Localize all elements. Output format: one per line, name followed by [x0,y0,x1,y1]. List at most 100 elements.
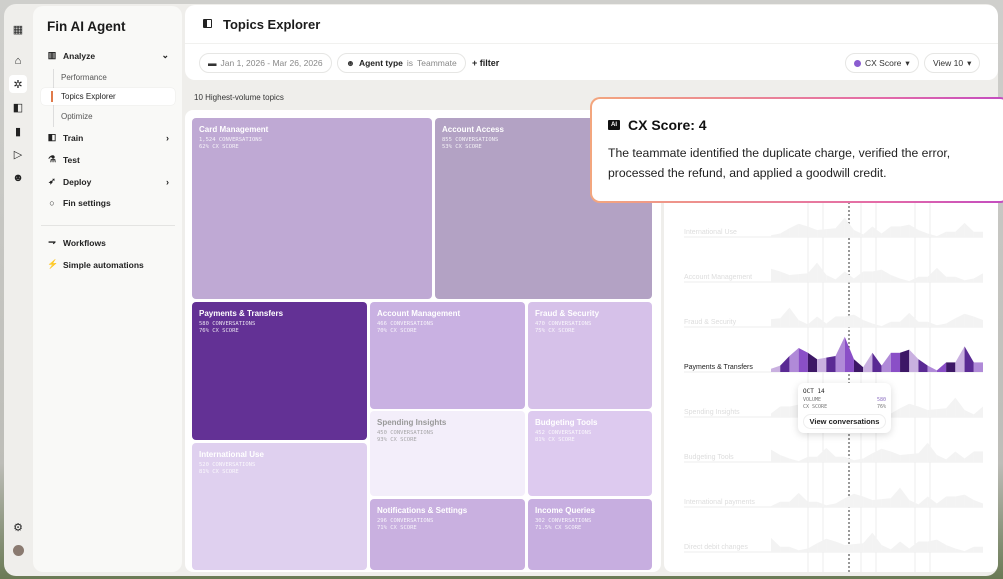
outbound-icon[interactable]: ▷ [13,148,23,161]
label: Workflows [63,237,106,248]
sidebar-item-topics-explorer[interactable]: Topics Explorer [41,88,175,105]
sparkline-segment [826,356,836,372]
treemap-tile[interactable]: Notifications & Settings 296 CONVERSATION… [370,499,525,570]
sparkline-segment [936,362,947,372]
label: Deploy [63,176,92,187]
view-count-select[interactable]: View 10 ▾ [924,53,981,73]
sparkline-segment [780,356,790,372]
sparkline-segment [918,442,928,462]
trend-row-label[interactable]: International Use [684,229,737,236]
sparkline-segment [853,229,864,237]
sidebar-item-fin-settings[interactable]: ○ Fin settings [47,198,169,208]
caret-down-icon: ▾ [967,57,972,68]
sparkline-segment [900,487,910,507]
knowledge-icon[interactable]: ◧ [12,101,24,114]
inbox-icon[interactable]: ⌂ [14,55,22,67]
divider [41,225,175,226]
tooltip-score: 76% [876,404,886,410]
sparkline-segment [844,544,854,552]
date-range-value: Jan 1, 2026 - Mar 26, 2026 [220,58,323,68]
sparkline-segment [881,544,891,552]
trend-row-label[interactable]: Fraud & Security [684,319,737,326]
sidebar-item-workflows[interactable]: ⇁ Workflows [47,237,169,248]
sparkline-segment [798,548,808,552]
trend-row-label[interactable]: Account Management [684,274,752,281]
intercom-logo-icon[interactable]: ▦ [12,23,24,36]
sparkline-segment [771,501,781,507]
label: Fin settings [63,198,111,208]
sparkline-segment [844,314,854,327]
tile-score: 62% CX SCORE [199,144,239,150]
fin-icon[interactable]: ✲ [9,75,27,93]
trend-row-label[interactable]: Payments & Transfers [684,364,753,371]
add-filter-button[interactable]: + filter [472,58,500,68]
agent-type-filter[interactable]: ☻ Agent type is Teammate [337,53,466,73]
topics-treemap: Card Management 1,524 CONVERSATIONS 62% CX… [185,110,661,572]
sidebar-item-analyze[interactable]: ▥ Analyze ⌄ [47,50,169,61]
sparkline-segment [817,229,827,237]
sidebar-item-simple-automations[interactable]: ⚡ Simple automations [47,259,169,270]
trend-sparklines: International Use Account Management Fraud… [684,110,983,572]
tile-conversations: 296 CONVERSATIONS [377,518,434,524]
sparkline-segment [807,226,818,237]
metric-dot-icon [854,59,861,67]
sparkline-segment [853,314,864,327]
sparkline-segment [936,267,947,282]
sparkline-segment [780,307,790,327]
sparkline-segment [771,233,781,237]
tile-conversations: 855 CONVERSATIONS [442,137,499,143]
sparkline-segment [936,231,947,237]
sparkline-segment [844,336,854,372]
sparkline-segment [771,268,781,282]
sparkline-segment [826,228,836,237]
sparkline-segment [890,541,901,552]
sparkline-segment [964,409,974,417]
sidebar-item-deploy[interactable]: ➶ Deploy › [47,176,169,187]
sparkline-segment [973,273,983,282]
book-icon: ◧ [47,132,57,142]
trend-row-label[interactable]: Budgeting Tools [684,454,734,461]
tile-name: Card Management [199,125,269,134]
sparkline-segment [798,492,808,507]
trend-row-label[interactable]: Spending Insights [684,409,740,416]
chevron-right-icon: › [166,132,169,143]
tile-name: Account Access [442,125,504,134]
treemap-tile[interactable]: Card Management 1,524 CONVERSATIONS 62% CX… [192,118,432,299]
avatar[interactable] [9,541,27,559]
tile-score: 81% CX SCORE [535,437,575,443]
reports-icon[interactable]: ▮ [14,125,22,138]
sidebar-toggle-icon[interactable] [203,19,212,28]
sidebar-item-test[interactable]: ⚗ Test [47,154,169,165]
sparkline-segment [973,231,983,237]
sparkline-segment [863,271,873,282]
sparkline-segment [900,541,910,552]
treemap-tile[interactable]: Budgeting Tools 452 CONVERSATIONS 81% CX S… [528,411,652,496]
treemap-tile[interactable]: Fraud & Security 470 CONVERSATIONS 75% CX … [528,302,652,409]
settings-icon[interactable]: ⚙ [13,521,23,534]
sidebar-item-performance[interactable]: Performance [61,73,107,82]
treemap-tile[interactable]: Spending Insights 450 CONVERSATIONS 93% CX… [370,411,525,496]
treemap-tile[interactable]: International Use 520 CONVERSATIONS 81% CX… [192,443,367,570]
trend-row-label[interactable]: International payments [684,499,755,506]
date-range-filter[interactable]: ▬ Jan 1, 2026 - Mar 26, 2026 [199,53,332,73]
caret-down-icon: ▾ [905,57,910,68]
treemap-tile[interactable]: Account Management 466 CONVERSATIONS 70% C… [370,302,525,409]
sidebar-item-optimize[interactable]: Optimize [61,112,93,121]
sparkline-segment [844,493,854,507]
sidebar-item-train[interactable]: ◧ Train › [47,132,169,143]
sparkline-segment [890,352,901,372]
metric-select[interactable]: CX Score ▾ [845,53,919,73]
sparkline-segment [909,453,919,462]
sparkline-segment [780,406,790,417]
sidebar: Fin AI Agent ▥ Analyze ⌄ Performance Topic… [33,6,182,572]
view-conversations-button[interactable]: View conversations [803,414,886,429]
contacts-icon[interactable]: ☻ [12,172,24,184]
sparkline-segment [807,262,818,282]
sparkline-segment [780,271,790,282]
sparkline-segment [835,217,845,237]
treemap-tile[interactable]: Payments & Transfers 580 CONVERSATIONS 76%… [192,302,367,440]
tile-score: 71% CX SCORE [377,525,417,531]
trend-row-label[interactable]: Direct debit changes [684,544,748,551]
sparkline-segment [881,352,891,372]
treemap-tile[interactable]: Income Queries 302 CONVERSATIONS 71.5% CX … [528,499,652,570]
